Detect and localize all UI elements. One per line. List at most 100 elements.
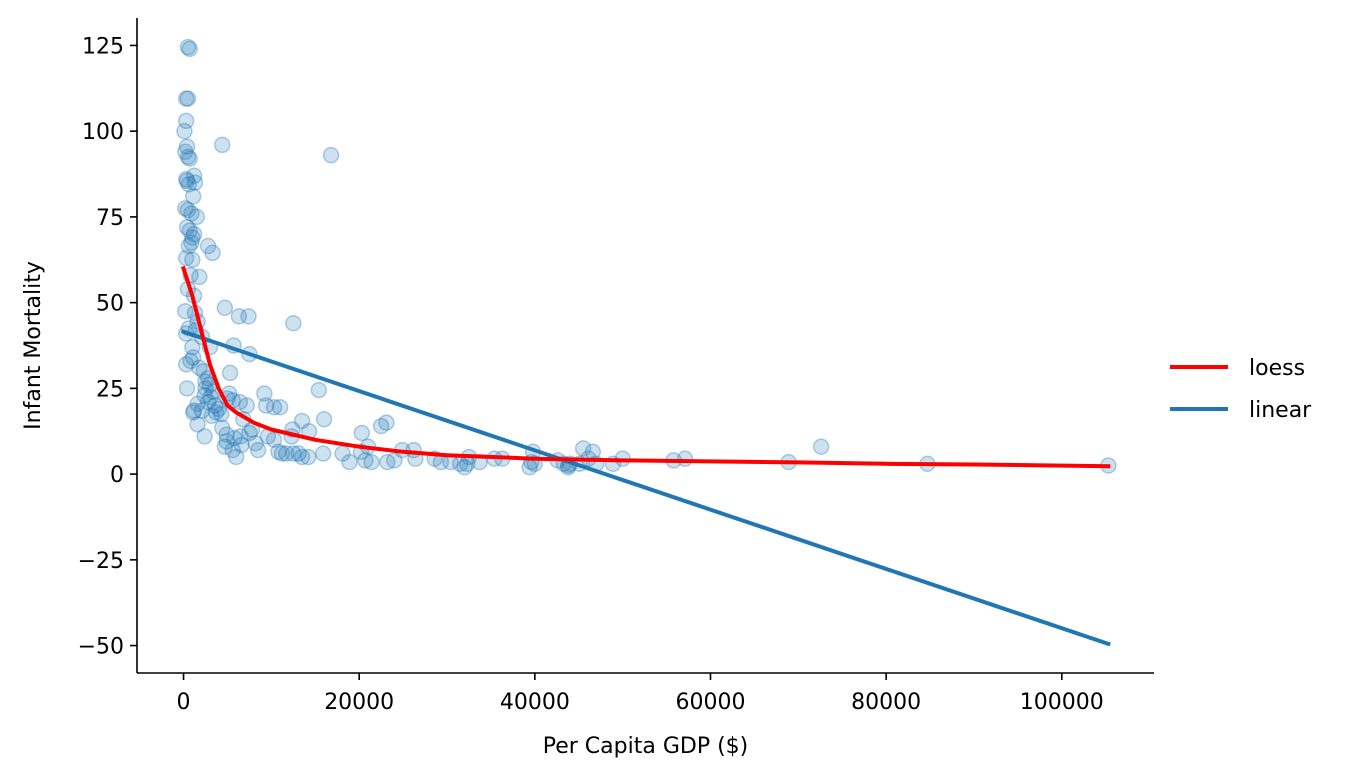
scatter-point (676, 450, 694, 467)
scatter-point (191, 268, 208, 286)
plot-area (176, 38, 1117, 647)
scatter-point (177, 356, 195, 373)
scatter-point (177, 249, 195, 267)
scatter-point (178, 172, 196, 190)
scatter-point (238, 397, 256, 414)
scatter-point (179, 148, 197, 166)
x-tick-label: 100000 (1020, 690, 1104, 715)
scatter-point (184, 251, 201, 269)
scatter-point (231, 393, 249, 411)
scatter-point (271, 398, 289, 416)
y-tick-label: −50 (78, 635, 124, 660)
scatter-point (179, 38, 197, 56)
scatter-point (224, 441, 241, 459)
scatter-point (196, 428, 213, 445)
scatter-point (185, 225, 203, 243)
scatter-point (233, 436, 250, 454)
y-tick-label: 0 (110, 463, 124, 488)
y-axis-label: Infant Mortality (21, 261, 46, 430)
scatter-point (177, 302, 194, 320)
scatter-point (249, 441, 267, 459)
scatter-point (183, 205, 200, 222)
x-tick-label: 80000 (851, 690, 921, 715)
x-ticks: 0 20000 40000 60000 80000 100000 (177, 673, 1104, 715)
scatter-point (230, 308, 248, 325)
scatter-point (182, 352, 199, 370)
scatter-point (372, 417, 390, 435)
scatter-point (273, 445, 291, 462)
scatter-point (199, 393, 217, 411)
scatter-point (218, 426, 235, 443)
scatter-point (178, 138, 196, 155)
x-tick-label: 20000 (324, 690, 394, 715)
scatter-point (341, 453, 358, 471)
legend-label-linear: linear (1249, 398, 1312, 423)
scatter-point (177, 112, 195, 130)
scatter-point (177, 200, 194, 217)
scatter-point (197, 373, 214, 390)
scatter-point (285, 314, 302, 332)
scatter-point (203, 407, 220, 425)
loess-line (180, 265, 1111, 469)
scatter-point (185, 167, 203, 184)
scatter-point (184, 229, 201, 246)
scatter-point (270, 443, 287, 461)
scatter-point (193, 402, 211, 419)
scatter-point (379, 453, 396, 471)
scatter-point (378, 414, 395, 431)
scatter-point (574, 440, 592, 457)
scatter-point (357, 452, 374, 469)
scatter-point (314, 445, 332, 462)
scatter-point (322, 146, 340, 164)
scatter-point (213, 419, 231, 437)
linear-line (180, 329, 1111, 647)
axes: 0 20000 40000 60000 80000 100000 −50 −25 0 25 50 7… (21, 18, 1154, 759)
scatter-point (386, 452, 403, 469)
scatter-point (353, 424, 371, 442)
scatter-point (293, 412, 311, 430)
scatter-point (185, 402, 203, 419)
scatter-point (213, 405, 230, 423)
scatter-point (206, 397, 224, 414)
scatter-point (216, 438, 234, 455)
scatter-point (180, 237, 198, 255)
scatter-point (293, 448, 311, 466)
scatter-point (184, 349, 202, 366)
scatter-point (184, 188, 202, 205)
scatter-point (285, 445, 302, 462)
scatter-point (186, 174, 204, 191)
scatter-point (213, 136, 231, 154)
scatter-point (184, 404, 202, 421)
scatter-point (241, 424, 258, 442)
scatter-point (216, 299, 234, 317)
scatter-point (204, 244, 221, 262)
x-tick-label: 40000 (500, 690, 570, 715)
scatter-point (177, 90, 195, 107)
scatter-point (178, 218, 196, 236)
scatter-point (199, 237, 217, 255)
scatter-point (227, 448, 245, 466)
scatter-point (188, 208, 205, 226)
x-tick-label: 60000 (675, 690, 745, 715)
scatter-point (184, 338, 201, 356)
scatter-point (181, 40, 198, 58)
scatter-point (232, 428, 249, 445)
scatter-point (226, 429, 243, 447)
scatter-point (196, 386, 213, 404)
y-ticks: −50 −25 0 25 50 75 100 125 (78, 34, 137, 660)
scatter-point (218, 433, 235, 450)
legend-label-loess: loess (1249, 356, 1305, 381)
scatter-point (290, 445, 307, 462)
scatter-point (278, 445, 295, 462)
scatter-point (221, 364, 239, 382)
scatter-point (363, 453, 380, 471)
y-tick-label: −25 (78, 549, 124, 574)
scatter-point (189, 395, 206, 413)
scatter-point (247, 434, 264, 452)
legend: loess linear (1170, 356, 1312, 423)
scatter-point (812, 438, 830, 455)
scatter-point (197, 380, 214, 397)
scatter-point (265, 398, 283, 416)
scatter-point (257, 397, 275, 414)
